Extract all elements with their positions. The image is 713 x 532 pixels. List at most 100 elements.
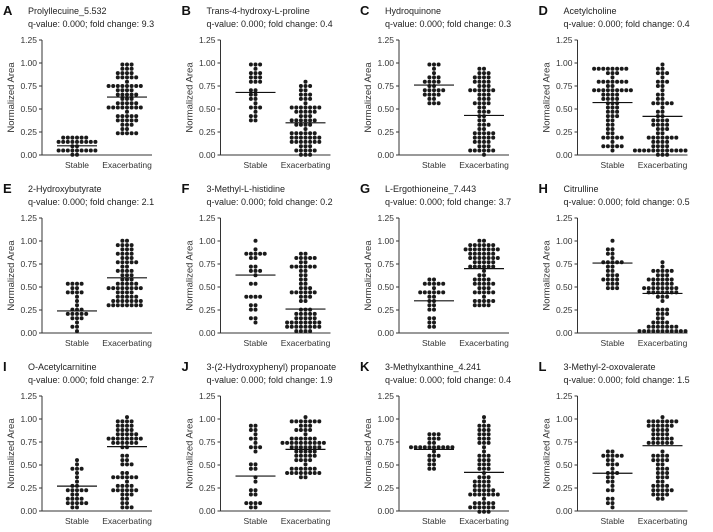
data-point-exacerbating	[129, 483, 134, 488]
y-tick-label: 0.75	[377, 81, 394, 91]
data-point-stable	[436, 79, 441, 84]
data-point-exacerbating	[125, 114, 129, 119]
x-tick-label: Stable	[243, 516, 267, 526]
data-point-exacerbating	[477, 144, 482, 149]
data-point-stable	[432, 92, 436, 97]
data-point-stable	[75, 281, 79, 286]
data-point-exacerbating	[138, 105, 143, 110]
data-point-exacerbating	[482, 294, 486, 299]
data-point-exacerbating	[491, 251, 496, 256]
data-point-exacerbating	[115, 243, 120, 248]
data-point-exacerbating	[491, 260, 496, 265]
panel-title: Prolyllecuine_5.532	[28, 6, 107, 16]
data-point-exacerbating	[660, 458, 665, 463]
data-point-exacerbating	[298, 273, 303, 278]
data-point-exacerbating	[660, 92, 665, 97]
data-point-stable	[258, 71, 263, 76]
data-point-stable	[628, 88, 633, 93]
data-point-stable	[248, 75, 253, 80]
data-point-exacerbating	[298, 311, 303, 316]
data-point-stable	[610, 101, 615, 106]
data-point-exacerbating	[482, 92, 486, 97]
data-point-exacerbating	[120, 436, 125, 441]
data-point-stable	[253, 479, 258, 484]
data-point-exacerbating	[134, 440, 139, 445]
data-point-stable	[248, 88, 253, 93]
data-point-exacerbating	[294, 458, 299, 463]
data-point-exacerbating	[298, 105, 303, 110]
data-point-stable	[253, 96, 258, 101]
data-point-exacerbating	[486, 131, 491, 136]
data-point-stable	[436, 92, 441, 97]
data-point-exacerbating	[303, 462, 308, 467]
data-point-exacerbating	[655, 118, 660, 123]
data-point-exacerbating	[298, 445, 303, 450]
data-point-stable	[253, 105, 258, 110]
data-point-stable	[253, 492, 258, 497]
data-point-exacerbating	[468, 256, 473, 260]
data-point-exacerbating	[120, 419, 125, 424]
data-point-exacerbating	[129, 281, 134, 286]
data-point-exacerbating	[482, 251, 486, 256]
data-point-stable	[84, 139, 89, 144]
data-point-exacerbating	[486, 96, 491, 101]
data-point-exacerbating	[660, 286, 665, 291]
data-point-exacerbating	[665, 329, 670, 334]
data-point-stable	[427, 320, 432, 325]
y-tick-label: 0.50	[556, 460, 573, 470]
data-point-stable	[248, 303, 253, 308]
data-point-exacerbating	[655, 436, 660, 441]
data-point-exacerbating	[138, 84, 143, 88]
data-point-stable	[601, 88, 606, 93]
data-point-stable	[610, 501, 615, 506]
data-point-exacerbating	[125, 264, 129, 269]
data-point-exacerbating	[655, 496, 660, 501]
data-point-exacerbating	[477, 75, 482, 80]
data-point-stable	[605, 496, 610, 501]
data-point-stable	[615, 109, 620, 114]
data-point-exacerbating	[486, 109, 491, 114]
data-point-stable	[422, 445, 427, 450]
data-point-stable	[65, 135, 70, 140]
data-point-stable	[610, 458, 615, 463]
data-point-stable	[253, 294, 258, 299]
data-point-exacerbating	[491, 88, 496, 93]
data-point-stable	[253, 268, 258, 273]
data-point-exacerbating	[655, 273, 660, 278]
data-point-exacerbating	[298, 131, 303, 136]
y-axis-label: Normalized Area	[542, 418, 553, 489]
data-point-exacerbating	[660, 84, 665, 88]
data-point-exacerbating	[125, 453, 129, 458]
data-point-exacerbating	[655, 79, 660, 84]
data-point-stable	[610, 277, 615, 282]
data-point-exacerbating	[312, 449, 317, 454]
data-point-stable	[601, 277, 606, 282]
panel-j: J 3-(2-Hydroxyphenyl) propanoate q-value: …	[182, 359, 337, 526]
data-point-stable	[615, 71, 620, 76]
data-point-exacerbating	[660, 496, 665, 501]
data-point-exacerbating	[486, 509, 491, 514]
data-point-exacerbating	[482, 419, 486, 424]
data-point-exacerbating	[129, 428, 134, 432]
data-point-exacerbating	[134, 432, 139, 437]
data-point-exacerbating	[125, 273, 129, 278]
data-point-exacerbating	[125, 256, 129, 260]
x-tick-label: Stable	[600, 338, 624, 348]
data-point-stable	[432, 320, 436, 325]
y-tick-label: 0.25	[377, 127, 394, 137]
data-point-exacerbating	[120, 105, 125, 110]
data-point-exacerbating	[303, 471, 308, 475]
data-point-stable	[605, 488, 610, 493]
x-tick-label: Exacerbating	[102, 338, 152, 348]
data-point-stable	[450, 445, 455, 450]
y-axis-label: Normalized Area	[6, 62, 17, 133]
data-point-exacerbating	[115, 84, 120, 88]
data-point-exacerbating	[472, 479, 477, 484]
data-point-exacerbating	[665, 71, 670, 76]
data-point-exacerbating	[491, 505, 496, 510]
data-point-exacerbating	[486, 71, 491, 76]
data-point-exacerbating	[472, 501, 477, 506]
data-point-stable	[79, 466, 84, 471]
data-point-exacerbating	[298, 139, 303, 144]
data-point-exacerbating	[655, 307, 660, 312]
